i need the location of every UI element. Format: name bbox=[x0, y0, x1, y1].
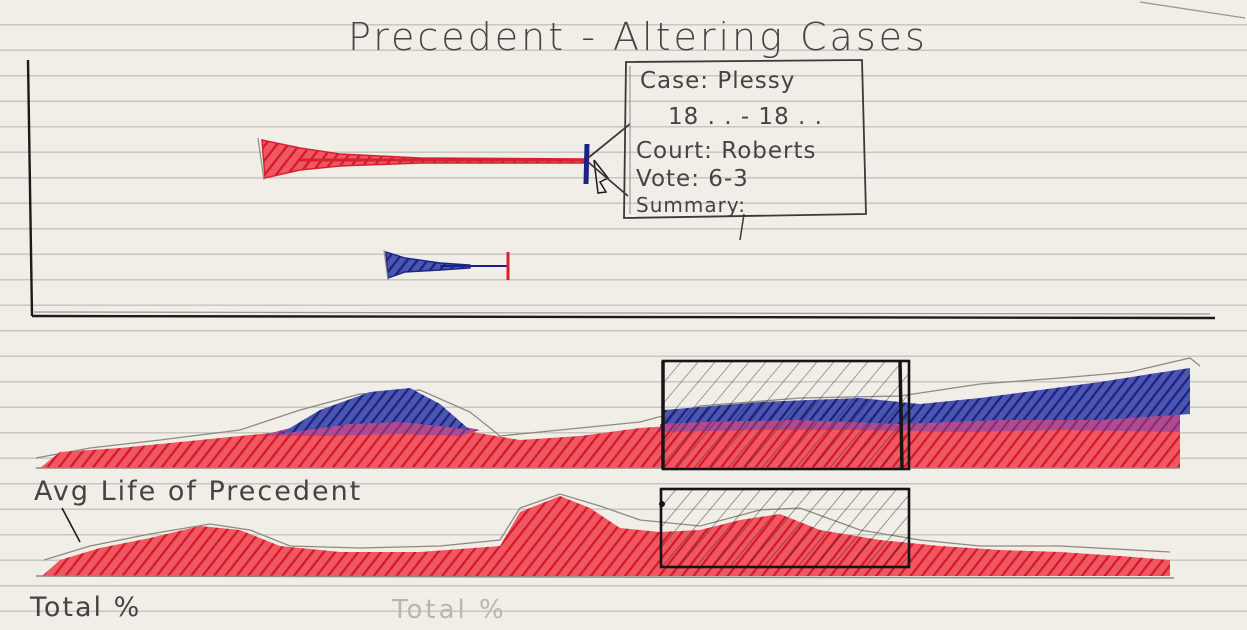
brush-selection-bottom[interactable] bbox=[659, 487, 911, 569]
total-pct-area-chart bbox=[35, 487, 1175, 579]
tooltip-summary: Summary: bbox=[636, 193, 746, 217]
x-axis bbox=[31, 314, 1216, 320]
tooltip-pointer bbox=[587, 123, 631, 197]
title-scribble bbox=[1139, 1, 1246, 19]
total-pct-ghost-label: Total % bbox=[391, 595, 507, 625]
brush-handle-right-top[interactable] bbox=[898, 360, 904, 470]
avg-life-label-pointer bbox=[61, 507, 81, 543]
precedent-bar-blue-pencil bbox=[383, 249, 389, 281]
avg-life-label: Avg Life of Precedent bbox=[34, 476, 362, 507]
y-axis bbox=[26, 59, 34, 317]
precedent-bar-blue-fill bbox=[385, 251, 471, 279]
brush-selection-top[interactable] bbox=[661, 359, 911, 471]
tooltip-years: 18 . . - 18 . . bbox=[668, 104, 823, 130]
tooltip-box bbox=[623, 59, 867, 219]
avg-life-pencil-outline bbox=[35, 357, 1201, 459]
tooltip-tail-scribble bbox=[739, 213, 745, 241]
precedent-bar-red-pencil bbox=[257, 137, 265, 181]
tooltip-case: Case: Plessy bbox=[640, 68, 795, 94]
precedent-bar-blue[interactable] bbox=[383, 249, 510, 281]
precedent-bar-plessy[interactable] bbox=[257, 137, 590, 185]
avg-life-blue-area bbox=[280, 368, 1190, 434]
precedent-end-tick bbox=[583, 143, 590, 185]
tooltip-court: Court: Roberts bbox=[636, 138, 816, 164]
avg-life-area-chart bbox=[35, 357, 1201, 471]
total-pct-label: Total % bbox=[29, 592, 141, 623]
cursor-arrow-icon bbox=[593, 159, 610, 194]
total-pct-baseline bbox=[35, 575, 1175, 579]
chart-title: Precedent - Altering Cases bbox=[348, 15, 928, 59]
brush-handle-dot[interactable] bbox=[659, 501, 665, 507]
tooltip-vote: Vote: 6-3 bbox=[636, 166, 749, 192]
x-axis-pencil bbox=[33, 311, 1211, 315]
main-timeline-chart bbox=[26, 59, 1216, 320]
case-tooltip: Case: Plessy 18 . . - 18 . . Court: Robe… bbox=[587, 59, 867, 241]
